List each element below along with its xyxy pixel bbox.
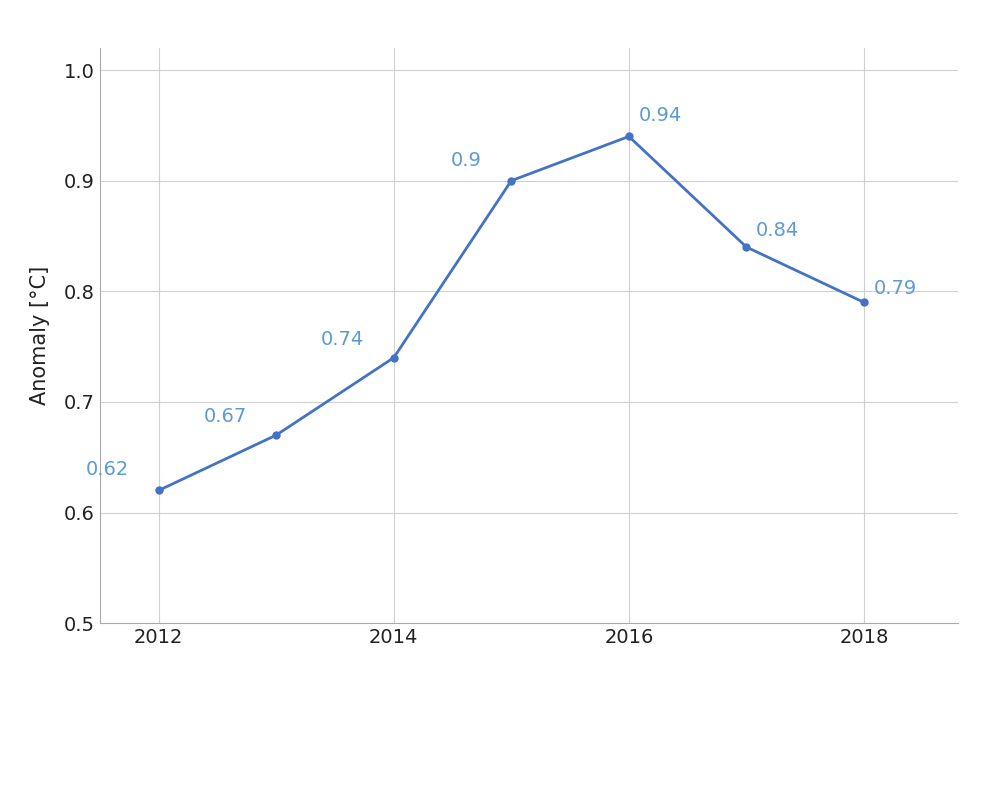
Text: 0.84: 0.84	[755, 221, 799, 240]
Text: 0.94: 0.94	[639, 106, 682, 125]
Y-axis label: Anomaly [°C]: Anomaly [°C]	[30, 266, 50, 405]
Text: 0.62: 0.62	[86, 460, 129, 479]
Text: 0.67: 0.67	[204, 407, 247, 427]
Text: 0.74: 0.74	[321, 330, 364, 349]
Text: 0.79: 0.79	[873, 279, 917, 298]
Text: 0.9: 0.9	[451, 151, 482, 169]
